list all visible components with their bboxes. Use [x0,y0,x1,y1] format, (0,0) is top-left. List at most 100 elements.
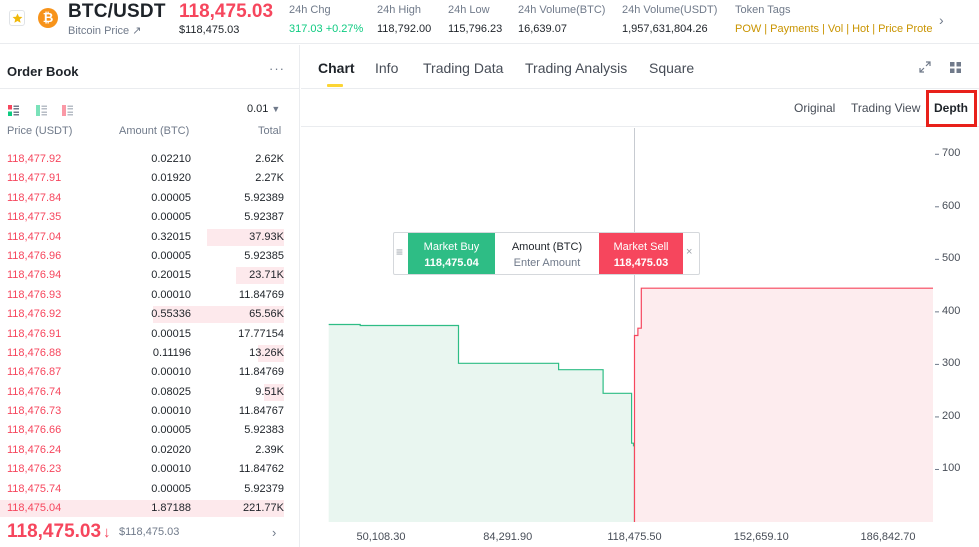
order-book-panel: Order Book ··· 0.01 ▼ Price (USDT) Amount… [0,45,300,547]
order-book-row[interactable]: 118,477.84 0.00005 5.92389 [0,189,300,208]
order-book-row[interactable]: 118,477.92 0.02210 2.62K [0,150,300,169]
row-total: 2.27K [255,172,284,185]
order-book-bids-icon[interactable] [36,105,47,116]
row-amount: 0.01920 [151,172,191,185]
row-price: 118,477.92 [7,153,62,165]
token-tag[interactable]: Hot [852,23,870,35]
view-trading-view[interactable]: Trading View [851,101,921,115]
pair-title[interactable]: BTC/USDT [68,1,166,22]
divider [0,88,300,89]
order-book-row[interactable]: 118,476.91 0.00015 17.77154 [0,325,300,344]
stat-24h-low: 24h Low 115,796.23 [448,4,502,35]
order-book-asks-icon[interactable] [62,105,73,116]
row-total: 5.92389 [244,191,284,204]
row-total: 2.62K [255,153,284,165]
row-total: 2.39K [255,443,284,456]
x-tick-label: 50,108.30 [356,531,406,543]
order-book-row[interactable]: 118,475.04 1.87188 221.77K [0,499,300,518]
x-tick-label: 118,475.50 [607,531,662,543]
row-price: 118,476.88 [7,346,62,359]
depth-chart[interactable]: 700 600 500 400 300 200 100 50,108.30 84,291.90 1… [301,128,979,547]
view-depth[interactable]: Depth [934,101,968,115]
order-book-row[interactable]: 118,477.35 0.00005 5.92387 [0,208,300,227]
x-tick-label: 186,842.70 [860,531,916,543]
stat-label: 24h Low [448,4,490,16]
row-amount: 0.00005 [151,191,191,204]
stat-value: 118,792.00 [377,23,432,35]
row-price: 118,476.87 [7,366,62,379]
order-book-row[interactable]: 118,476.92 0.55336 65.56K [0,305,300,324]
market-sell-button[interactable]: Market Sell 118,475.03 [599,233,683,274]
market-buy-button[interactable]: Market Buy 118,475.04 [408,233,495,274]
column-header-price: Price (USDT) [7,125,73,137]
bid-depth-area [328,324,635,522]
more-options-icon[interactable]: ··· [269,61,285,76]
order-book-last-price[interactable]: 118,475.03 ↓ [7,521,111,543]
order-book-row[interactable]: 118,475.74 0.00005 5.92379 [0,480,300,499]
order-book-row[interactable]: 118,477.04 0.32015 37.93K [0,228,300,247]
ask-depth-line [633,287,933,522]
pair-subtitle-link[interactable]: Bitcoin Price ↗ [68,25,142,37]
token-tag[interactable]: Vol [827,23,844,35]
order-book-row[interactable]: 118,477.91 0.01920 2.27K [0,169,300,188]
layout-grid-icon[interactable] [950,62,961,73]
tab-trading-analysis[interactable]: Trading Analysis [525,60,628,76]
view-original[interactable]: Original [794,101,836,115]
order-book-row[interactable]: 118,476.96 0.00005 5.92385 [0,247,300,266]
chart-view-switch: Original Trading View Depth [301,89,979,127]
amount-placeholder: Enter Amount [513,257,581,269]
expand-icon[interactable] [919,61,931,73]
depth-view-highlight [926,90,977,127]
token-tag[interactable]: Payments [770,23,820,35]
order-book-row[interactable]: 118,476.73 0.00010 11.84767 [0,402,300,421]
row-amount: 1.87188 [151,502,191,515]
token-tag[interactable]: POW [735,23,762,35]
order-book-row[interactable]: 118,476.88 0.11196 13.26K [0,344,300,363]
row-total: 17.77154 [238,327,284,340]
order-book-row[interactable]: 118,476.24 0.02020 2.39K [0,441,300,460]
stat-label: 24h Volume(BTC) [518,4,606,16]
close-icon[interactable]: × [686,246,693,258]
order-book-row[interactable]: 118,476.87 0.00010 11.84769 [0,363,300,382]
tab-square[interactable]: Square [649,60,695,76]
row-price: 118,476.23 [7,463,62,476]
precision-select[interactable]: 0.01 ▼ [247,103,280,115]
amount-input[interactable]: Amount (BTC) Enter Amount [495,233,599,274]
row-amount: 0.02020 [151,443,191,456]
row-price: 118,476.91 [7,327,62,340]
favorite-star-icon[interactable] [9,10,25,26]
tab-trading-data[interactable]: Trading Data [423,60,504,76]
row-price: 118,477.91 [7,172,62,185]
bitcoin-logo-icon: ₿ [38,8,58,28]
token-tag[interactable]: Price Prote [878,23,933,35]
stat-label: Token Tags [735,4,791,16]
row-price: 118,476.93 [7,288,62,301]
row-amount: 0.02210 [151,153,191,165]
stat-value: 1,957,631,804.26 [622,23,708,35]
row-amount: 0.00005 [151,211,191,224]
quick-market-order-widget: ≡ Market Buy 118,475.04 Amount (BTC) Ent… [393,232,700,275]
row-total: 37.93K [249,230,284,243]
chevron-right-icon[interactable]: › [272,525,277,540]
order-book-row[interactable]: 118,476.93 0.00010 11.84769 [0,286,300,305]
depth-bar [0,500,284,518]
row-amount: 0.55336 [151,308,191,321]
order-book-both-sides-icon[interactable] [8,105,19,116]
order-book-last-price-usd: $118,475.03 [119,526,180,538]
order-book-row[interactable]: 118,476.74 0.08025 9.51K [0,383,300,402]
market-header: ₿ BTC/USDT Bitcoin Price ↗ 118,475.03 $1… [0,0,979,44]
row-total: 221.77K [243,502,284,515]
tab-chart[interactable]: Chart [318,60,355,76]
chevron-right-icon[interactable]: › [939,12,944,28]
depth-bar [153,306,284,324]
row-price: 118,477.04 [7,230,62,243]
row-amount: 0.00010 [151,366,191,379]
order-book-row[interactable]: 118,476.94 0.20015 23.71K [0,266,300,285]
order-book-row[interactable]: 118,476.66 0.00005 5.92383 [0,421,300,440]
order-book-row[interactable]: 118,476.23 0.00010 11.84762 [0,460,300,479]
row-amount: 0.00005 [151,424,191,437]
row-total: 5.92385 [244,249,284,262]
market-buy-price: 118,475.04 [424,257,479,269]
tab-info[interactable]: Info [375,60,399,76]
drag-handle-icon[interactable]: ≡ [396,245,404,259]
